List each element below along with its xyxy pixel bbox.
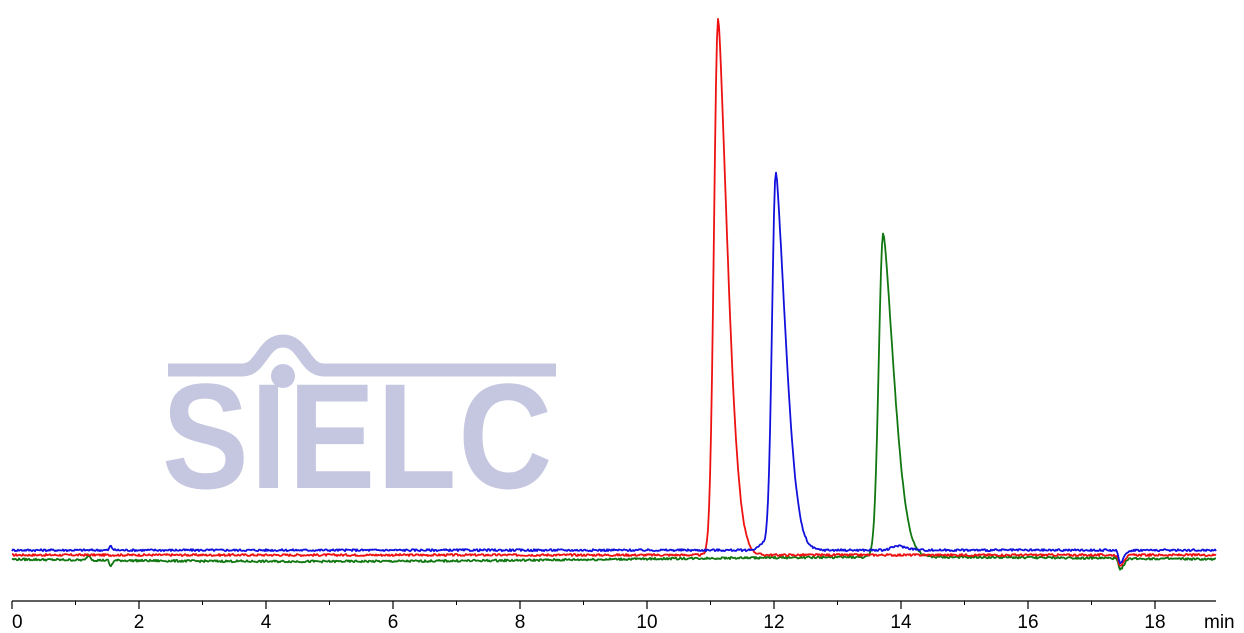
x-axis-unit-label: min: [1204, 612, 1235, 633]
x-axis: 0 2 4 6 8 10 12 14 16 18: [11, 600, 1216, 633]
x-tick-label: 16: [1017, 612, 1038, 633]
x-tick-label: 0: [12, 612, 23, 633]
chromatogram-traces: [11, 17, 1217, 571]
chromatogram-trace-line: [11, 17, 1217, 567]
x-tick-label: 12: [763, 612, 784, 633]
x-tick-label: 18: [1144, 612, 1165, 633]
chromatogram-trace-line: [11, 232, 1217, 571]
x-tick-label: 8: [515, 612, 526, 633]
chromatogram-trace-line: [11, 171, 1217, 565]
x-tick-label: 14: [890, 612, 912, 633]
logo-dot-shape: [271, 364, 295, 388]
logo-arc-shape: [168, 334, 556, 377]
x-tick-label: 10: [636, 612, 657, 633]
x-tick-label: 2: [134, 612, 145, 633]
x-tick-label: 4: [261, 612, 272, 633]
logo-text: SIELC: [162, 352, 554, 520]
sielc-logo-watermark: SIELC: [162, 334, 556, 520]
x-tick-label: 6: [388, 612, 399, 633]
